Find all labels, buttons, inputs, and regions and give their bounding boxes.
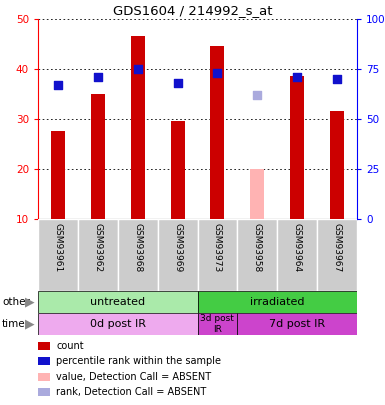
Text: 3d post
IR: 3d post IR: [201, 314, 234, 334]
Text: value, Detection Call = ABSENT: value, Detection Call = ABSENT: [56, 371, 211, 382]
Point: [174, 80, 181, 86]
Text: other: other: [2, 297, 30, 307]
Text: rank, Detection Call = ABSENT: rank, Detection Call = ABSENT: [56, 387, 206, 396]
Text: GSM93961: GSM93961: [54, 223, 62, 272]
Bar: [330, 111, 344, 219]
Text: GSM93973: GSM93973: [213, 223, 222, 272]
Bar: [118, 219, 157, 291]
Point: [95, 74, 101, 80]
Point: [55, 82, 61, 88]
Text: percentile rank within the sample: percentile rank within the sample: [56, 356, 221, 367]
Point: [135, 66, 141, 72]
Bar: [171, 122, 184, 219]
Point: [294, 74, 300, 80]
Text: untreated: untreated: [90, 297, 145, 307]
Text: GSM93964: GSM93964: [293, 223, 302, 272]
Bar: [198, 291, 357, 313]
Text: irradiated: irradiated: [250, 297, 305, 307]
Text: GSM93958: GSM93958: [253, 223, 262, 272]
Bar: [277, 219, 317, 291]
Bar: [38, 291, 198, 313]
Bar: [51, 132, 65, 219]
Bar: [38, 313, 198, 335]
Bar: [211, 47, 224, 219]
Point: [334, 76, 340, 82]
Text: GSM93967: GSM93967: [333, 223, 341, 272]
Bar: [131, 36, 145, 219]
Text: GDS1604 / 214992_s_at: GDS1604 / 214992_s_at: [113, 4, 272, 17]
Text: GSM93968: GSM93968: [133, 223, 142, 272]
Bar: [198, 219, 238, 291]
Bar: [238, 219, 277, 291]
Bar: [238, 313, 357, 335]
Bar: [198, 313, 238, 335]
Text: GSM93962: GSM93962: [93, 223, 102, 272]
Text: GSM93969: GSM93969: [173, 223, 182, 272]
Text: ▶: ▶: [25, 296, 34, 309]
Bar: [157, 219, 198, 291]
Text: 0d post IR: 0d post IR: [90, 319, 146, 329]
Text: count: count: [56, 341, 84, 351]
Bar: [78, 219, 118, 291]
Bar: [250, 169, 264, 219]
Point: [254, 92, 260, 98]
Bar: [290, 77, 304, 219]
Bar: [317, 219, 357, 291]
Text: time: time: [2, 319, 25, 329]
Point: [214, 70, 221, 76]
Bar: [38, 219, 78, 291]
Text: 7d post IR: 7d post IR: [269, 319, 325, 329]
Bar: [91, 94, 105, 219]
Text: ▶: ▶: [25, 318, 34, 330]
